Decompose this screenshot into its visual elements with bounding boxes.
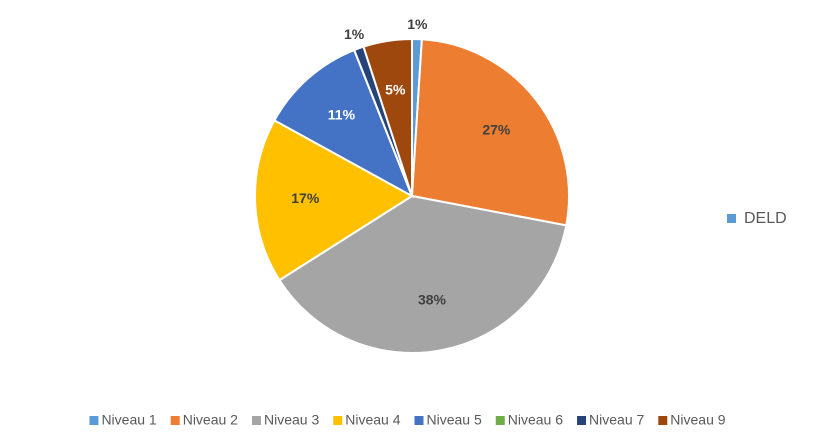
legend-label: Niveau 6 (508, 412, 563, 428)
legend-label: Niveau 4 (345, 412, 400, 428)
data-label: 1% (407, 16, 428, 32)
legend-label: Niveau 5 (427, 412, 482, 428)
legend-swatch (89, 416, 99, 425)
data-label: 38% (418, 292, 447, 308)
legend-label: Niveau 1 (101, 412, 156, 428)
legend-swatch (251, 416, 261, 425)
pie-slice (362, 37, 413, 197)
series-legend-label: DELD (744, 210, 787, 227)
series-legend-swatch (727, 214, 736, 223)
pie-slice (410, 38, 570, 227)
data-label: 5% (385, 81, 406, 97)
legend-label: Niveau 9 (670, 412, 725, 428)
data-label: 1% (344, 26, 365, 42)
pie-slice (254, 119, 414, 282)
legend-label: Niveau 7 (589, 412, 644, 428)
legend-swatch (495, 416, 505, 425)
legend-label: Niveau 3 (264, 412, 319, 428)
data-label: 11% (328, 107, 356, 123)
legend-swatch (170, 416, 180, 425)
pie-slice (273, 48, 414, 199)
legend-label: Niveau 2 (183, 412, 238, 428)
legend-swatch (577, 416, 587, 425)
legend-swatch (414, 416, 424, 425)
legend-swatch (333, 416, 343, 425)
legend-swatch (658, 416, 668, 425)
data-label: 17% (291, 190, 320, 206)
data-label: 27% (482, 121, 511, 137)
